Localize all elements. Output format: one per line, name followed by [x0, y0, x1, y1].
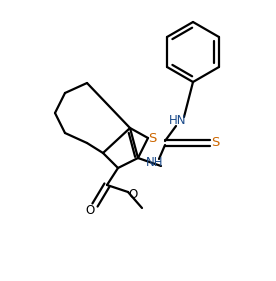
Text: O: O: [128, 187, 138, 201]
Text: HN: HN: [169, 114, 187, 126]
Text: O: O: [85, 203, 95, 216]
Text: NH: NH: [146, 157, 164, 169]
Text: S: S: [148, 132, 156, 144]
Text: S: S: [211, 137, 219, 149]
